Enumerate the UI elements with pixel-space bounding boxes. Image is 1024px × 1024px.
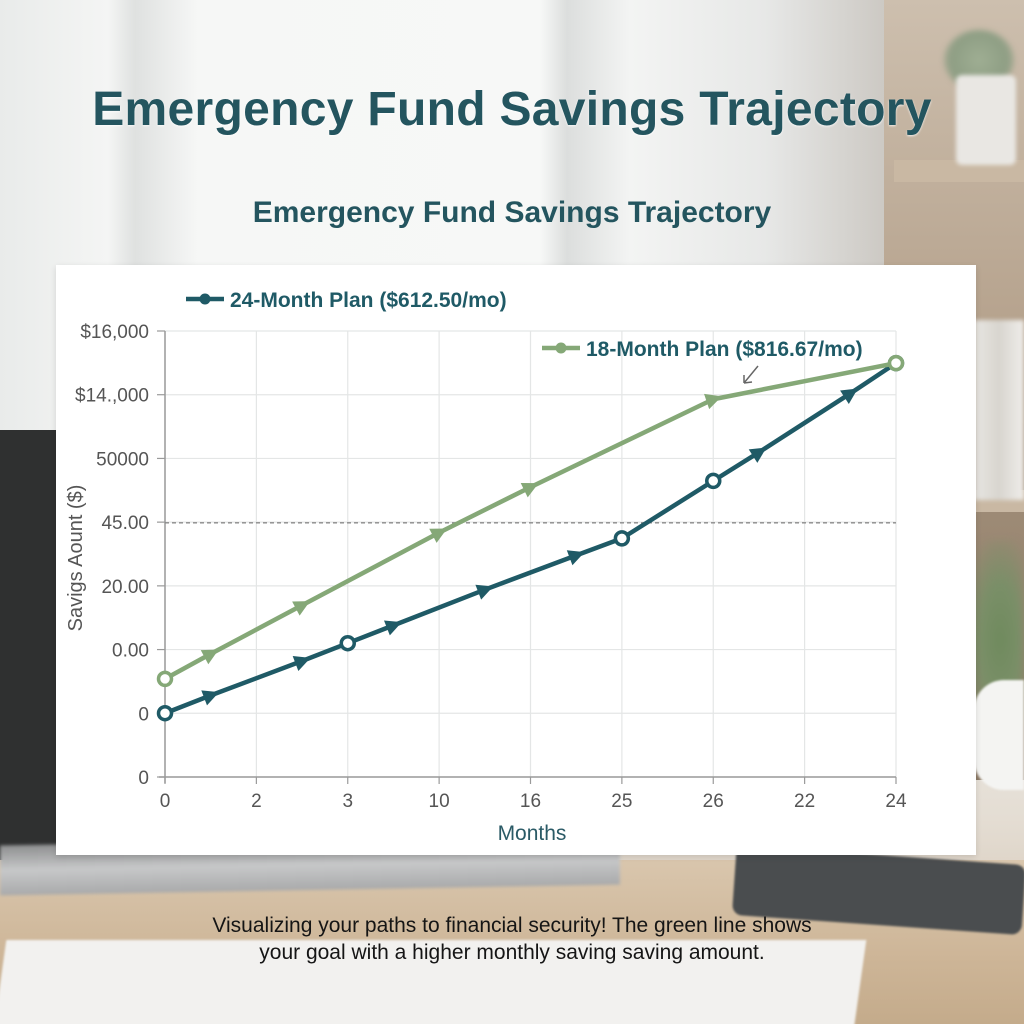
data-point-triangle-marker [566, 550, 585, 566]
x-axis-title: Months [498, 822, 567, 845]
legend-marker-24-month [199, 293, 211, 305]
data-point-circle-marker [613, 530, 631, 547]
y-tick-label: 0 [138, 768, 149, 789]
x-tick-label: 16 [520, 791, 541, 812]
x-tick-label: 10 [429, 791, 450, 812]
data-point-triangle-marker [292, 656, 311, 672]
y-tick-label: $16,000 [80, 322, 149, 343]
x-tick-label: 0 [160, 791, 171, 812]
y-tick-label: 0.00 [112, 641, 149, 662]
x-tick-label: 26 [703, 791, 724, 812]
annotation-arrow-icon [743, 365, 759, 384]
y-tick-label: 50000 [96, 449, 149, 470]
y-tick-label: $14.,000 [75, 386, 149, 407]
legend-label-24-month: 24-Month Plan ($612.50/mo) [230, 289, 507, 312]
data-point-circle-marker [156, 704, 174, 722]
data-point-triangle-marker [840, 388, 858, 404]
y-axis-title: Savigs Aount ($) [65, 485, 87, 632]
y-tick-label: 0 [138, 704, 149, 725]
data-point-triangle-marker [201, 690, 220, 706]
data-point-triangle-marker [384, 620, 402, 636]
books-decoration [974, 320, 1024, 500]
data-point-circle-marker [156, 670, 174, 688]
shelf-board [894, 160, 1024, 182]
x-tick-label: 22 [794, 791, 815, 812]
legend-marker-18-month [555, 342, 567, 354]
data-point-triangle-marker [292, 601, 311, 616]
y-tick-label: 20.00 [101, 577, 149, 598]
page-title: Emergency Fund Savings Trajectory [92, 83, 932, 136]
data-point-circle-marker [705, 472, 722, 490]
y-tick-label: 45.00 [101, 513, 149, 534]
x-tick-label: 25 [611, 791, 632, 812]
x-tick-label: 24 [885, 791, 907, 812]
data-point-circle-marker [339, 634, 356, 652]
laptop-screen [0, 430, 60, 860]
data-point-circle-marker [887, 354, 905, 372]
chart-subtitle: Emergency Fund Savings Trajectory [252, 196, 772, 229]
x-tick-label: 3 [342, 791, 353, 812]
caption: Visualizing your paths to financial secu… [120, 912, 904, 966]
data-point-triangle-marker [704, 393, 722, 410]
pot-decoration [956, 75, 1016, 165]
series-line-24-month [162, 360, 899, 716]
data-point-triangle-marker [475, 584, 494, 600]
caption-line-1: Visualizing your paths to financial secu… [212, 914, 812, 937]
x-tick-label: 2 [251, 791, 262, 812]
data-point-triangle-marker [200, 649, 219, 665]
mug-decoration [974, 680, 1024, 790]
data-point-triangle-marker [429, 528, 448, 543]
data-point-triangle-marker [748, 447, 767, 463]
legend-label-18-month: 18-Month Plan ($816.67/mo) [586, 338, 863, 361]
data-point-triangle-marker [520, 482, 539, 498]
caption-line-2: your goal with a higher monthly saving s… [259, 941, 765, 964]
chart-panel: $16,000 $14.,000 50000 45.00 20.00 0.00 0 0 0 2 3 1… [56, 265, 976, 855]
